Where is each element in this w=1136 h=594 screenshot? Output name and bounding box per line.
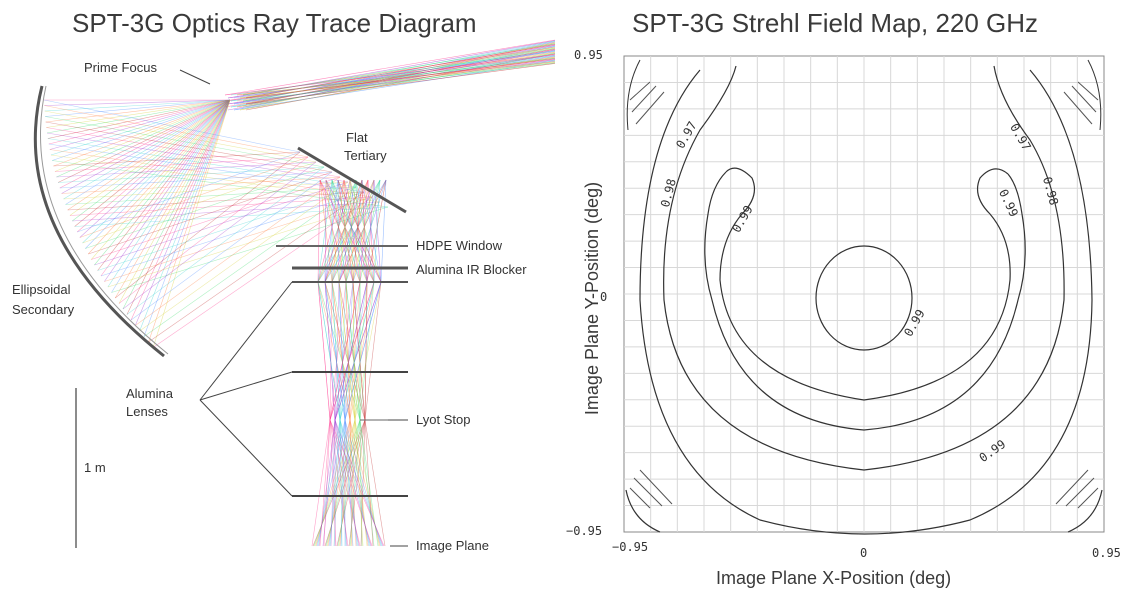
y-tick-bottom: −0.95 — [566, 524, 602, 538]
y-axis-title: Image Plane Y-Position (deg) — [582, 182, 603, 415]
y-tick-top: 0.95 — [574, 48, 603, 62]
x-tick-left: −0.95 — [612, 540, 648, 554]
x-axis-title: Image Plane X-Position (deg) — [716, 568, 951, 589]
x-tick-right: 0.95 — [1092, 546, 1121, 560]
x-tick-mid: 0 — [860, 546, 867, 560]
